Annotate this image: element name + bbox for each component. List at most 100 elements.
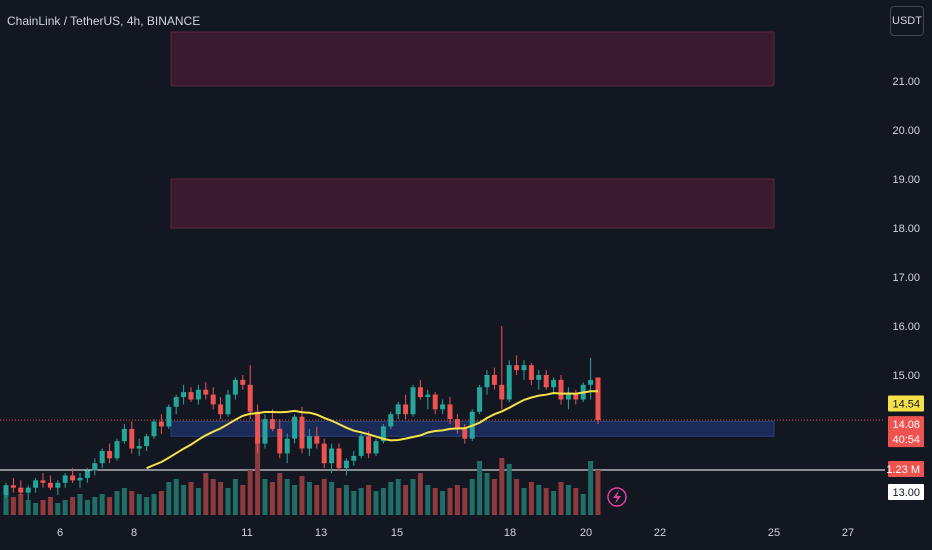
candle-body (195, 389, 201, 400)
volume-bar (551, 491, 557, 515)
candle-body (55, 482, 61, 488)
volume-bar (70, 497, 76, 515)
volume-bar (491, 479, 497, 515)
y-tick-label: 21.00 (892, 76, 920, 88)
moving-average-line (146, 390, 598, 470)
candle-body (454, 419, 460, 429)
candle-body (136, 446, 142, 449)
candle-body (240, 379, 246, 385)
candle-body (477, 387, 483, 412)
candle-body (373, 441, 379, 454)
candle-body (144, 436, 150, 447)
volume-bar (336, 488, 342, 515)
volume-bar (151, 494, 157, 515)
last-price-tag: 14.54 (892, 399, 920, 411)
volume-bar (462, 488, 468, 515)
x-tick-label: 13 (315, 527, 327, 539)
x-tick-label: 20 (580, 527, 592, 539)
volume-bar (62, 500, 68, 515)
volume-bar (25, 500, 31, 515)
last-price-tag-bg (888, 395, 924, 412)
candle-body (284, 438, 290, 454)
candle-body (447, 404, 453, 420)
candle-body (188, 392, 194, 400)
candle-body (232, 379, 238, 395)
volume-bar (173, 479, 179, 515)
volume-bar (255, 437, 261, 515)
volume-bar (240, 485, 246, 515)
candle-body (255, 411, 261, 444)
volume-tag-bg (888, 461, 924, 477)
volume-bar (10, 497, 16, 515)
candle-body (514, 365, 520, 371)
volume-bar (114, 491, 120, 515)
candle-body (358, 436, 364, 456)
candle-body (336, 448, 342, 469)
volume-bar (262, 479, 268, 515)
volume-bar (181, 485, 187, 515)
candle-body (425, 394, 431, 398)
volume-bar (358, 488, 364, 515)
candle-body (99, 450, 105, 464)
volume-bar (136, 494, 142, 515)
volume-bar (188, 482, 194, 515)
candle-body (521, 365, 527, 371)
volume-bar (314, 485, 320, 515)
currency-button[interactable]: USDT (890, 6, 924, 36)
candle-body (262, 419, 268, 444)
chart-title: ChainLink / TetherUS, 4h, BINANCE (7, 14, 201, 28)
candle-body (269, 419, 275, 429)
x-tick-label: 6 (57, 527, 63, 539)
volume-bar (440, 491, 446, 515)
candle-body (181, 392, 187, 398)
volume-bar (92, 497, 98, 515)
current-price-tag-bg (888, 416, 924, 433)
volume-bar (536, 485, 542, 515)
volume-bar (558, 482, 564, 515)
candle-body (558, 379, 564, 400)
candle-body (543, 375, 549, 388)
candle-body (343, 460, 349, 469)
candle-body (380, 426, 386, 442)
candle-body (40, 480, 46, 483)
candle-body (499, 384, 505, 400)
volume-bar (166, 482, 172, 515)
candle-body (129, 428, 135, 449)
candle-body (551, 379, 557, 388)
volume-bar (484, 473, 490, 515)
x-tick-label: 15 (391, 527, 403, 539)
candle-body (388, 414, 394, 427)
flash-icon-ring (607, 487, 627, 507)
x-tick-label: 25 (768, 527, 780, 539)
y-tick-label: 16.00 (892, 321, 920, 333)
candle-body (92, 463, 98, 471)
volume-bar (499, 458, 505, 515)
volume-bar (469, 479, 475, 515)
candle-body (306, 436, 312, 449)
line-price-tag-bg (888, 484, 924, 500)
candle-body (536, 375, 542, 380)
candle-body (440, 404, 446, 410)
candle-body (225, 394, 231, 415)
candle-body (218, 404, 224, 415)
candle-body (114, 441, 120, 459)
volume-bar (417, 473, 423, 515)
volume-bar (595, 470, 601, 515)
candle-body (573, 394, 579, 400)
volume-bar (40, 500, 46, 515)
volume-bar (99, 494, 105, 515)
candle-body (432, 394, 438, 410)
candle-body (62, 475, 68, 483)
volume-bar (580, 494, 586, 515)
volume-bar (232, 479, 238, 515)
volume-bar (269, 482, 275, 515)
volume-bar (195, 488, 201, 515)
candle-body (366, 436, 372, 454)
candle-body (403, 404, 409, 415)
flash-icon[interactable] (607, 487, 627, 507)
candle-body (299, 416, 305, 449)
candle-body (25, 487, 31, 493)
volume-bar (588, 461, 594, 515)
volume-bar (121, 488, 127, 515)
